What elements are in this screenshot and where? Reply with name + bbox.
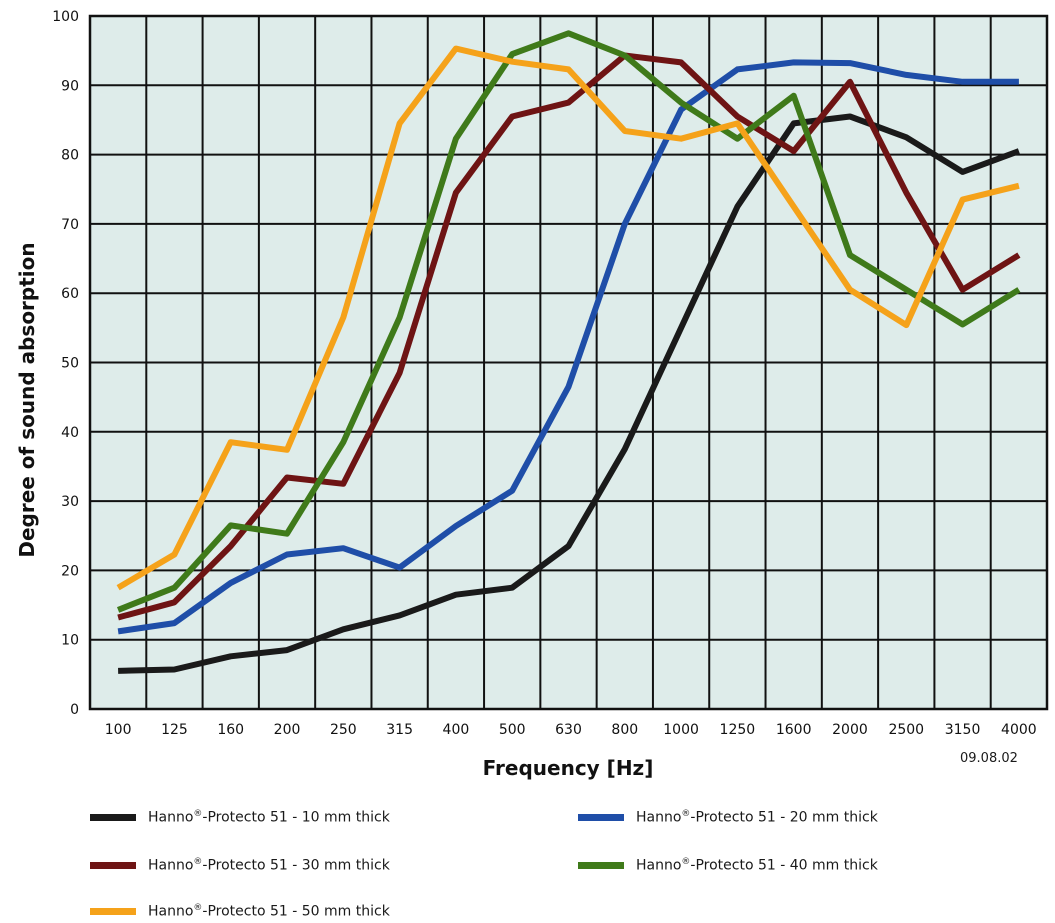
- x-axis-label: Frequency [Hz]: [483, 756, 654, 780]
- x-tick-label: 100: [105, 722, 132, 738]
- x-tick-label: 1600: [776, 722, 812, 738]
- x-tick-label: 1250: [720, 722, 756, 738]
- y-tick-label: 0: [70, 702, 79, 718]
- y-axis-label: Degree of sound absorption: [15, 242, 39, 557]
- x-tick-label: 1000: [663, 722, 699, 738]
- series-line-1: [117, 59, 1019, 635]
- date-stamp: 09.08.02: [960, 751, 1018, 766]
- x-tick-label: 630: [555, 722, 582, 738]
- y-tick-label: 90: [61, 78, 79, 94]
- x-tick-label: 125: [161, 722, 188, 738]
- x-tick-label: 160: [217, 722, 244, 738]
- y-tick-label: 60: [61, 286, 79, 302]
- y-tick-label: 50: [61, 356, 79, 372]
- y-tick-labels: 0 10 20 30 40 50 60 70 80 90 100: [52, 9, 79, 718]
- y-tick-label: 80: [61, 148, 79, 164]
- x-tick-labels: 100 125 160 200 250 315 400 500 630 800 1000 1250 16…: [105, 722, 1037, 738]
- y-tick-label: 20: [61, 563, 79, 579]
- x-tick-label: 500: [499, 722, 526, 738]
- x-tick-label: 250: [330, 722, 357, 738]
- series-line-2: [117, 52, 1021, 621]
- x-tick-label: 2500: [888, 722, 924, 738]
- x-tick-label: 4000: [1001, 722, 1037, 738]
- plot-frame: [88, 14, 1049, 711]
- y-tick-label: 100: [52, 9, 79, 25]
- y-tick-label: 40: [61, 425, 79, 441]
- x-tick-label: 2000: [832, 722, 868, 738]
- y-tick-label: 30: [61, 494, 79, 510]
- series-line-3: [116, 30, 1021, 613]
- x-tick-label: 315: [386, 722, 413, 738]
- y-tick-label: 10: [61, 633, 79, 649]
- x-tick-label: 200: [274, 722, 301, 738]
- series-lines: [116, 30, 1021, 674]
- y-tick-label: 70: [61, 217, 79, 233]
- x-tick-label: 400: [443, 722, 470, 738]
- x-tick-label: 800: [611, 722, 638, 738]
- x-tick-label: 3150: [945, 722, 981, 738]
- series-line-4: [116, 45, 1020, 591]
